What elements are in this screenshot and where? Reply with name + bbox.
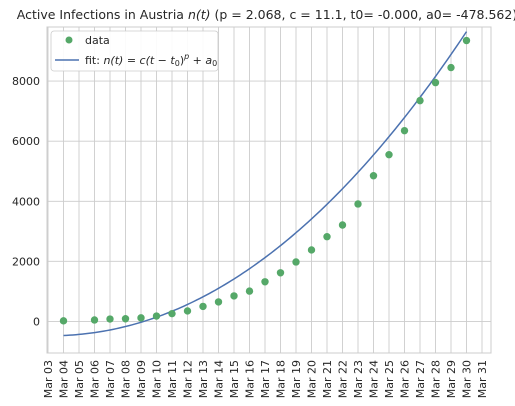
data-point	[59, 317, 68, 325]
data-point	[245, 287, 254, 295]
data-point	[214, 298, 223, 306]
y-axis-ticks: 0 2000 4000 6000 8000	[12, 75, 40, 328]
legend-label-fit: fit: n(t) = c(t − t0)p + a0	[85, 52, 217, 68]
data-point	[416, 96, 424, 105]
x-tick-label: Mar 16	[244, 360, 257, 398]
x-tick-label: Mar 23	[352, 360, 365, 398]
legend-marker-data	[65, 36, 73, 44]
legend-box	[50, 30, 219, 72]
x-tick-label: Mar 27	[414, 360, 427, 398]
x-tick-label: Mar 04	[58, 360, 71, 398]
data-point	[276, 269, 285, 277]
x-tick-label: Mar 24	[368, 360, 381, 398]
data-point	[230, 292, 238, 300]
y-tick-label: 0	[33, 315, 40, 328]
x-tick-label: Mar 03	[42, 360, 55, 398]
x-tick-label: Mar 18	[275, 360, 288, 398]
data-point	[323, 233, 331, 241]
legend-label-data: data	[85, 34, 110, 47]
x-tick-label: Mar 21	[321, 360, 334, 398]
x-tick-label: Mar 06	[89, 360, 102, 398]
data-point	[90, 316, 99, 324]
data-point	[385, 150, 393, 159]
x-tick-label: Mar 17	[259, 360, 272, 398]
y-tick-label: 2000	[12, 255, 40, 268]
x-tick-label: Mar 29	[445, 360, 458, 398]
data-point	[369, 172, 378, 180]
legend: data fit: n(t) = c(t − t0)p + a0	[50, 30, 219, 72]
data-point	[354, 200, 362, 208]
data-point	[400, 126, 409, 135]
x-tick-label: Mar 15	[228, 360, 241, 398]
data-point	[338, 221, 347, 229]
data-point	[183, 307, 192, 315]
plot-frame	[46, 26, 492, 354]
x-tick-label: Mar 22	[337, 360, 350, 398]
data-point	[106, 315, 114, 323]
data-point	[447, 63, 455, 72]
data-point	[121, 315, 130, 323]
data-point	[261, 278, 269, 286]
y-tick-label: 8000	[12, 75, 40, 88]
x-tick-label: Mar 09	[135, 360, 148, 398]
x-tick-label: Mar 07	[104, 360, 117, 398]
data-point	[462, 36, 471, 45]
data-point	[292, 258, 300, 266]
x-tick-label: Mar 19	[290, 360, 303, 398]
x-tick-label: Mar 20	[306, 360, 319, 398]
series-layer	[59, 31, 471, 337]
x-tick-label: Mar 14	[213, 360, 226, 398]
x-tick-label: Mar 10	[151, 360, 164, 398]
chart-title: Active Infections in Austria n(t) (p = 2…	[17, 7, 515, 22]
data-point	[307, 246, 316, 254]
x-tick-label: Mar 11	[166, 360, 179, 398]
x-tick-label: Mar 05	[73, 360, 86, 398]
y-tick-label: 6000	[12, 135, 40, 148]
x-tick-label: Mar 12	[182, 360, 195, 398]
data-point	[137, 314, 145, 322]
x-tick-label: Mar 30	[461, 360, 474, 398]
x-tick-label: Mar 31	[476, 360, 489, 398]
data-point	[431, 78, 440, 87]
data-point	[168, 309, 176, 318]
data-point	[152, 312, 161, 320]
fit-line	[63, 31, 468, 337]
x-tick-label: Mar 25	[383, 360, 396, 398]
x-tick-label: Mar 26	[399, 360, 412, 398]
x-axis-ticks: Mar 03 Mar 04 Mar 05 Mar 06 Mar 07 Mar 08 Mar …	[42, 360, 489, 398]
x-tick-label: Mar 13	[197, 360, 210, 398]
grid	[47, 27, 491, 353]
x-tick-label: Mar 08	[120, 360, 133, 398]
data-point	[199, 302, 207, 311]
x-tick-label: Mar 28	[430, 360, 443, 398]
y-tick-label: 4000	[12, 195, 40, 208]
